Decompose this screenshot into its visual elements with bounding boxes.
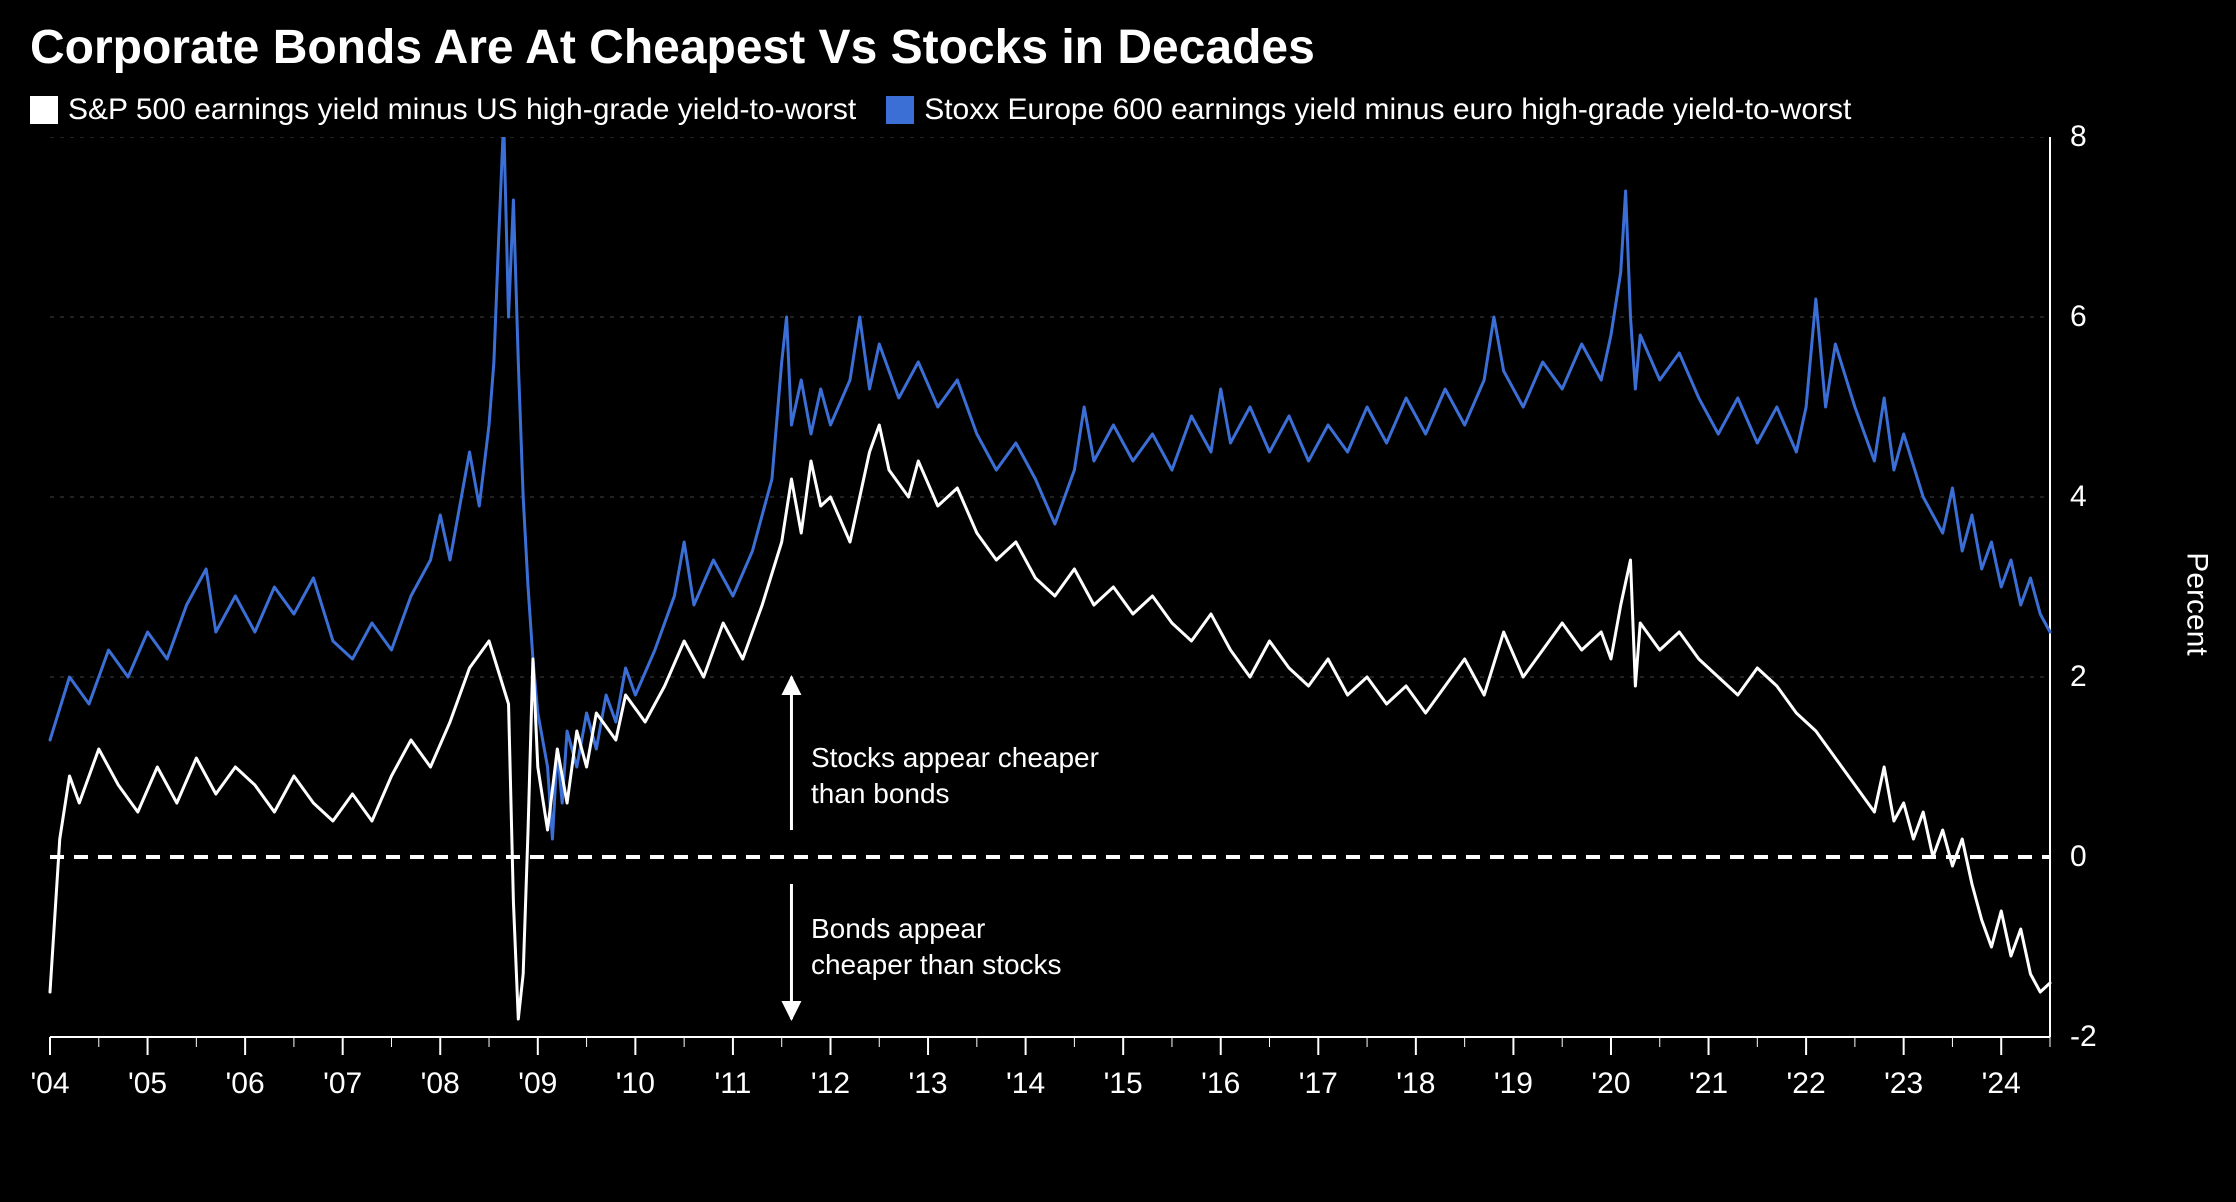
x-tick-label: '13	[908, 1067, 947, 1101]
annotation-upper: Stocks appear cheaper than bonds	[811, 740, 1099, 813]
x-tick-label: '19	[1494, 1067, 1533, 1101]
y-tick-label: 4	[2070, 480, 2087, 514]
x-tick-label: '23	[1884, 1067, 1923, 1101]
x-tick-label: '06	[226, 1067, 265, 1101]
chart-svg	[30, 137, 2180, 1137]
legend-label-series2: Stoxx Europe 600 earnings yield minus eu…	[924, 93, 1851, 127]
y-tick-label: 6	[2070, 300, 2087, 334]
x-tick-label: '09	[518, 1067, 557, 1101]
x-tick-label: '22	[1787, 1067, 1826, 1101]
x-tick-label: '24	[1982, 1067, 2021, 1101]
legend-label-series1: S&P 500 earnings yield minus US high-gra…	[68, 93, 856, 127]
y-tick-label: 0	[2070, 840, 2087, 874]
x-tick-label: '15	[1104, 1067, 1143, 1101]
x-tick-label: '21	[1689, 1067, 1728, 1101]
x-tick-label: '18	[1396, 1067, 1435, 1101]
x-tick-label: '04	[30, 1067, 69, 1101]
y-axis-title: Percent	[2180, 552, 2214, 655]
x-tick-label: '17	[1299, 1067, 1338, 1101]
x-tick-label: '12	[811, 1067, 850, 1101]
legend-item-series2: Stoxx Europe 600 earnings yield minus eu…	[886, 93, 1851, 127]
y-tick-label: -2	[2070, 1020, 2097, 1054]
annotation-lower: Bonds appear cheaper than stocks	[811, 911, 1062, 984]
y-tick-label: 8	[2070, 120, 2087, 154]
x-tick-label: '20	[1591, 1067, 1630, 1101]
x-tick-label: '08	[421, 1067, 460, 1101]
y-tick-label: 2	[2070, 660, 2087, 694]
legend-item-series1: S&P 500 earnings yield minus US high-gra…	[30, 93, 856, 127]
x-tick-label: '07	[323, 1067, 362, 1101]
x-tick-label: '05	[128, 1067, 167, 1101]
chart-title: Corporate Bonds Are At Cheapest Vs Stock…	[30, 20, 2206, 75]
x-tick-label: '16	[1201, 1067, 1240, 1101]
legend-swatch-series1	[30, 96, 58, 124]
x-tick-label: '11	[714, 1067, 751, 1101]
x-tick-label: '14	[1006, 1067, 1045, 1101]
legend: S&P 500 earnings yield minus US high-gra…	[30, 93, 2206, 127]
x-tick-label: '10	[616, 1067, 655, 1101]
chart-area: Percent -202468'04'05'06'07'08'09'10'11'…	[30, 137, 2180, 1137]
legend-swatch-series2	[886, 96, 914, 124]
